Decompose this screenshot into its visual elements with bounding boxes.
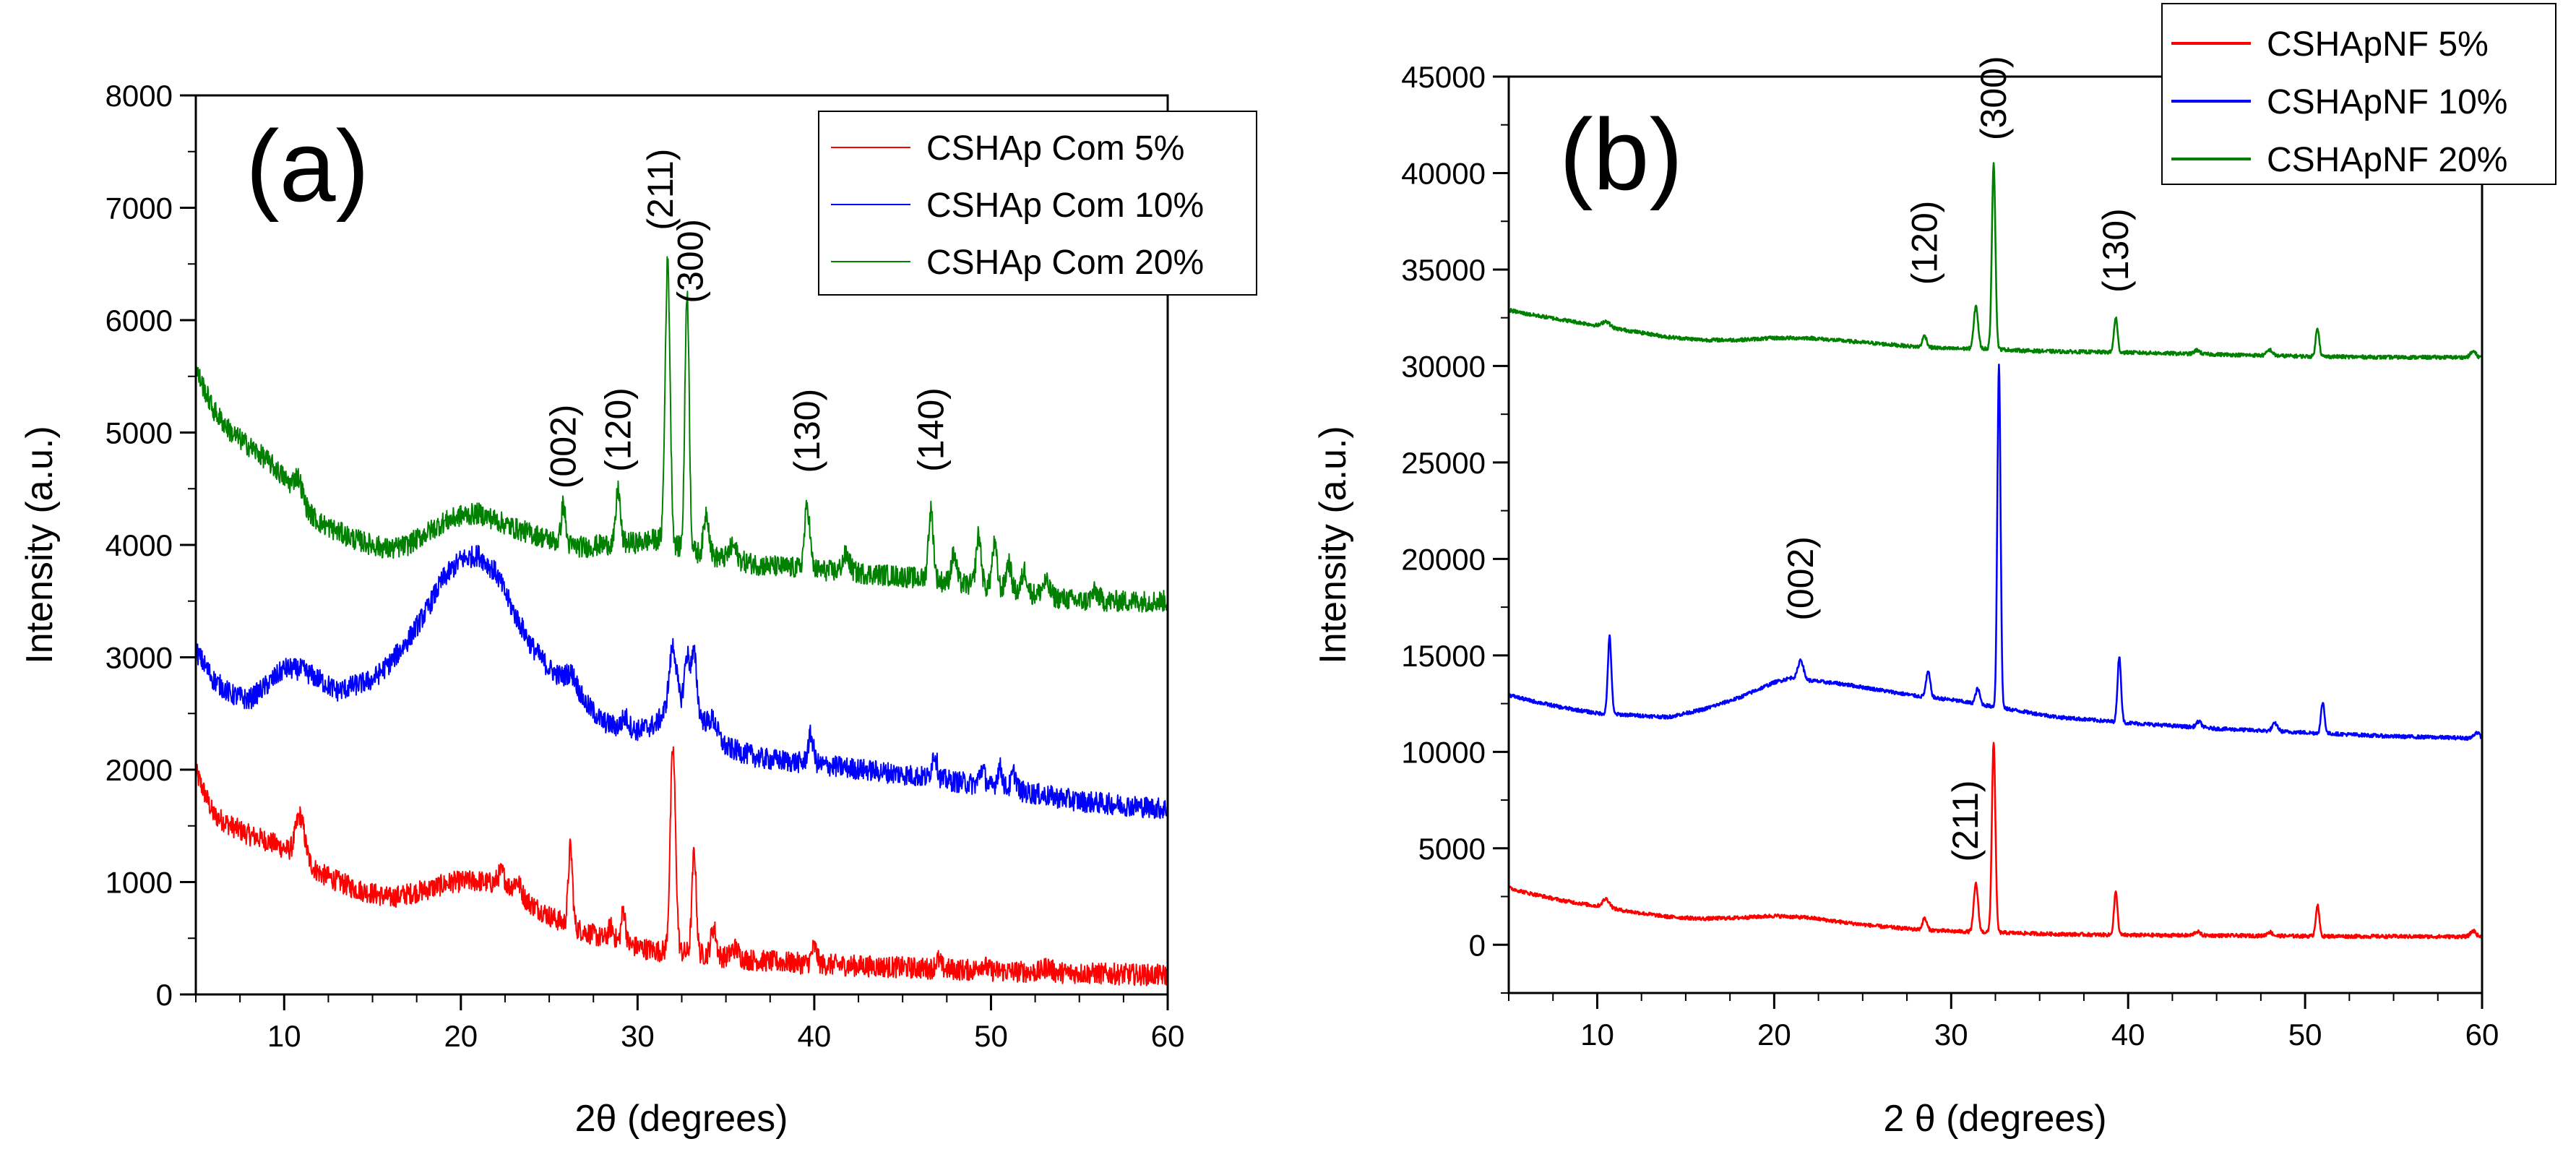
panel-a-y-tick-label-6: 6000 [105, 304, 173, 338]
panel-a-y-tick-label-8: 8000 [105, 79, 173, 113]
panel-b-peak-labels: (120) (300) (130) (002) (211) [1780, 56, 2136, 861]
panel-b-peak-label-2: (130) [2095, 208, 2136, 293]
panel-b-x-tick-label-5: 60 [2465, 1018, 2499, 1052]
panel-a: 10 20 30 40 50 60 0 1000 2000 3000 4000 5000 6000 700… [19, 79, 1257, 1140]
panel-b-series-group [1507, 162, 2484, 940]
panel-a-peak-labels: (002) (120) (211)(300) (130) (140) [543, 149, 952, 489]
panel-a-x-tick-label-0: 10 [267, 1019, 301, 1053]
panel-a-y-axis-title: Intensity (a.u.) [19, 426, 61, 663]
panel-a-y-tick-label-2: 2000 [105, 753, 173, 787]
panel-b-y-tick-label-4: 20000 [1401, 542, 1486, 576]
panel-a-label: (a) [246, 109, 369, 223]
panel-b-y-tick-label-8: 40000 [1401, 156, 1486, 190]
panel-b-series-line-2 [1507, 162, 2484, 361]
panel-a-series-line-2 [195, 256, 1168, 613]
panel-a-series-line-1 [195, 544, 1168, 820]
panel-b-peak-label-4: (211) [1945, 780, 1986, 861]
panel-b-legend-label-1: CSHApNF 10% [2267, 83, 2507, 121]
panel-b-peak-label-3: (002) [1780, 536, 1821, 621]
panel-b-series-line-0 [1507, 741, 2484, 940]
panel-b-x-axis-title: 2 θ (degrees) [1883, 1098, 2106, 1140]
panel-a-series-group [195, 256, 1168, 986]
panel-b-y-tick-label-3: 15000 [1401, 639, 1486, 673]
panel-a-axes: 10 20 30 40 50 60 0 1000 2000 3000 4000 5000 6000 700… [105, 79, 1185, 1053]
panel-a-x-tick-label-5: 60 [1151, 1019, 1185, 1053]
panel-a-y-tick-label-3: 3000 [105, 641, 173, 675]
panel-b-x-tick-label-0: 10 [1580, 1018, 1614, 1052]
panel-a-y-tick-label-1: 1000 [105, 866, 173, 900]
panel-a-legend-box [818, 111, 1257, 296]
panel-a-series-line-0 [195, 746, 1168, 986]
panel-a-legend-label-0: CSHAp Com 5% [926, 129, 1184, 168]
panel-a-legend: CSHAp Com 5% CSHAp Com 10% CSHAp Com 20% [818, 111, 1257, 296]
panel-b-y-tick-label-7: 35000 [1401, 253, 1486, 287]
panel-b-legend-box [2161, 3, 2556, 185]
panel-b-x-tick-label-1: 20 [1757, 1018, 1791, 1052]
panel-b-y-tick-label-5: 25000 [1401, 446, 1486, 480]
panel-a-x-tick-label-2: 30 [621, 1019, 655, 1053]
panel-b: 10 20 30 40 50 60 0 5000 10000 15000 20000 25000 300… [1312, 3, 2556, 1140]
panel-a-peak-label-4: (130) [787, 389, 827, 473]
panel-b-peak-label-1: (300) [1973, 56, 2014, 140]
panel-b-y-tick-label-2: 10000 [1401, 735, 1486, 769]
panel-a-legend-label-2: CSHAp Com 20% [926, 244, 1204, 282]
panel-a-x-axis-title: 2θ (degrees) [575, 1098, 788, 1140]
panel-a-peak-label-1: (120) [598, 387, 638, 472]
panel-a-y-tick-label-4: 4000 [105, 528, 173, 562]
panel-b-y-axis-title: Intensity (a.u.) [1312, 426, 1354, 663]
panel-b-x-tick-label-2: 30 [1934, 1018, 1968, 1052]
panel-a-peak-label-0: (002) [543, 405, 584, 489]
panel-a-peak-label-5: (140) [910, 387, 951, 472]
panel-a-legend-label-1: CSHAp Com 10% [926, 186, 1204, 225]
panel-b-peak-label-0: (120) [1905, 201, 1945, 285]
panel-a-peak-label-3: (300) [671, 219, 711, 304]
panel-b-y-tick-label-6: 30000 [1401, 349, 1486, 383]
panel-b-y-tick-label-0: 0 [1469, 928, 1486, 962]
panel-b-legend-label-0: CSHApNF 5% [2267, 25, 2489, 64]
panel-b-y-tick-label-1: 5000 [1418, 832, 1486, 866]
panel-a-x-tick-label-1: 20 [444, 1019, 478, 1053]
panel-a-y-tick-label-0: 0 [156, 978, 173, 1012]
panel-a-x-tick-label-3: 40 [798, 1019, 832, 1053]
panel-b-y-tick-label-9: 45000 [1401, 60, 1486, 94]
panel-b-x-tick-label-4: 50 [2288, 1018, 2322, 1052]
panel-b-legend: CSHApNF 5% CSHApNF 10% CSHApNF 20% [2161, 3, 2556, 185]
panel-b-legend-label-2: CSHApNF 20% [2267, 141, 2507, 179]
panel-b-series-line-1 [1507, 364, 2483, 741]
panel-b-label: (b) [1559, 98, 1683, 211]
panel-a-y-tick-label-7: 7000 [105, 192, 173, 225]
panel-a-x-tick-label-4: 50 [974, 1019, 1008, 1053]
panel-b-x-tick-label-3: 40 [2111, 1018, 2145, 1052]
panel-a-peak-label-2: (211) [640, 149, 681, 231]
panel-b-axes: 10 20 30 40 50 60 0 5000 10000 15000 20000 25000 300… [1401, 60, 2499, 1052]
panel-a-y-tick-label-5: 5000 [105, 416, 173, 450]
